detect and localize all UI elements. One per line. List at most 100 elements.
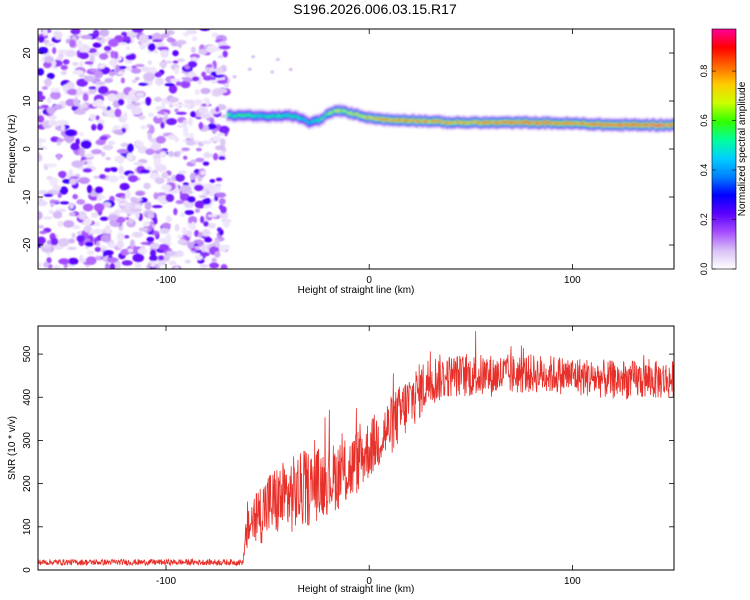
ridge-cell bbox=[628, 124, 631, 127]
noise-blob bbox=[150, 249, 157, 257]
noise-blob bbox=[206, 64, 213, 68]
noise-blob bbox=[48, 115, 58, 120]
ridge-cell bbox=[306, 120, 310, 123]
noise-blob bbox=[116, 71, 126, 75]
ridge-cell bbox=[283, 114, 287, 117]
noise-blob bbox=[94, 81, 106, 86]
ridge-cell bbox=[441, 121, 444, 124]
noise-blob bbox=[38, 106, 45, 110]
noise-blob bbox=[251, 55, 256, 59]
noise-blob bbox=[164, 82, 175, 87]
noise-blob bbox=[215, 106, 220, 113]
figure-title: S196.2026.006.03.15.R17 bbox=[293, 1, 457, 17]
noise-blob bbox=[76, 86, 83, 96]
ridge-cell bbox=[231, 115, 235, 118]
noise-blob bbox=[104, 262, 110, 269]
spectrogram-x-tick-label: 100 bbox=[564, 275, 581, 286]
noise-blob bbox=[86, 184, 93, 194]
noise-blob bbox=[270, 70, 275, 74]
noise-blob bbox=[169, 104, 174, 108]
noise-blob bbox=[107, 140, 116, 146]
ridge-cell bbox=[667, 124, 670, 127]
noise-blob bbox=[85, 256, 97, 265]
noise-blob bbox=[151, 204, 163, 209]
noise-blob bbox=[153, 97, 163, 102]
ridge-cell bbox=[651, 123, 654, 126]
noise-blob bbox=[107, 38, 119, 48]
noise-blob bbox=[190, 111, 197, 118]
noise-blob bbox=[203, 204, 212, 209]
noise-blob bbox=[165, 233, 172, 242]
noise-blob bbox=[184, 78, 194, 83]
noise-blob bbox=[64, 129, 77, 137]
colorbar-tick-label: 0.6 bbox=[699, 114, 709, 127]
noise-blob bbox=[70, 29, 81, 35]
ridge-cell bbox=[516, 121, 519, 124]
ridge-cell bbox=[347, 112, 350, 115]
noise-blob bbox=[79, 254, 84, 263]
noise-blob bbox=[134, 262, 142, 269]
noise-blob bbox=[132, 253, 145, 263]
ridge-cell bbox=[246, 114, 249, 117]
ridge-cell bbox=[630, 123, 633, 126]
noise-blob bbox=[117, 98, 125, 106]
noise-blob bbox=[83, 217, 93, 226]
ridge-cell bbox=[540, 122, 544, 125]
ridge-cell bbox=[566, 121, 570, 124]
noise-blob bbox=[72, 69, 84, 75]
ridge-cell bbox=[265, 115, 269, 118]
ridge-cell bbox=[327, 112, 331, 115]
noise-blob bbox=[207, 214, 218, 218]
noise-blob bbox=[146, 80, 153, 85]
noise-blob bbox=[133, 161, 145, 166]
noise-blob bbox=[50, 237, 59, 246]
noise-blob bbox=[38, 189, 49, 195]
noise-blob bbox=[155, 77, 165, 86]
ridge-cell bbox=[280, 115, 284, 118]
noise-blob bbox=[215, 185, 221, 192]
noise-blob bbox=[38, 137, 44, 143]
ridge-cell bbox=[560, 122, 563, 125]
noise-blob bbox=[92, 228, 104, 234]
noise-blob bbox=[107, 214, 119, 221]
noise-blob bbox=[142, 220, 151, 227]
noise-blob bbox=[38, 46, 49, 55]
ridge-cell bbox=[269, 115, 272, 118]
ridge-cell bbox=[277, 114, 280, 117]
ridge-cell bbox=[295, 115, 298, 118]
noise-blob bbox=[76, 234, 85, 243]
noise-blob bbox=[52, 47, 57, 54]
noise-blob bbox=[119, 202, 128, 207]
noise-blob bbox=[190, 221, 196, 229]
ridge-cell bbox=[353, 113, 357, 116]
noise-blob bbox=[118, 42, 128, 46]
ridge-cell bbox=[373, 117, 376, 120]
noise-blob bbox=[153, 49, 159, 54]
ridge-cell bbox=[615, 124, 618, 127]
noise-blob bbox=[130, 197, 138, 203]
ridge-cell bbox=[556, 122, 560, 125]
noise-blob bbox=[71, 232, 77, 239]
noise-blob bbox=[72, 193, 79, 200]
noise-blob bbox=[160, 200, 167, 205]
noise-blob bbox=[78, 147, 85, 157]
noise-blob bbox=[175, 173, 185, 182]
noise-blob bbox=[41, 86, 49, 90]
ridge-cell bbox=[573, 122, 576, 125]
ridge-cell bbox=[244, 114, 248, 117]
ridge-cell bbox=[452, 121, 456, 124]
ridge-cell bbox=[553, 122, 557, 125]
noise-blob bbox=[90, 212, 99, 218]
ridge-cell bbox=[467, 121, 470, 124]
noise-blob bbox=[217, 55, 224, 59]
noise-blob bbox=[210, 71, 217, 76]
ridge-cell bbox=[399, 119, 402, 122]
ridge-cell bbox=[474, 120, 477, 123]
noise-blob bbox=[52, 184, 62, 191]
ridge-cell bbox=[547, 121, 550, 124]
colorbar-tick-label: 0.8 bbox=[699, 65, 709, 78]
ridge-cell bbox=[514, 120, 518, 123]
ridge-cell bbox=[649, 124, 653, 127]
noise-blob bbox=[94, 186, 104, 194]
noise-blob bbox=[127, 217, 134, 225]
